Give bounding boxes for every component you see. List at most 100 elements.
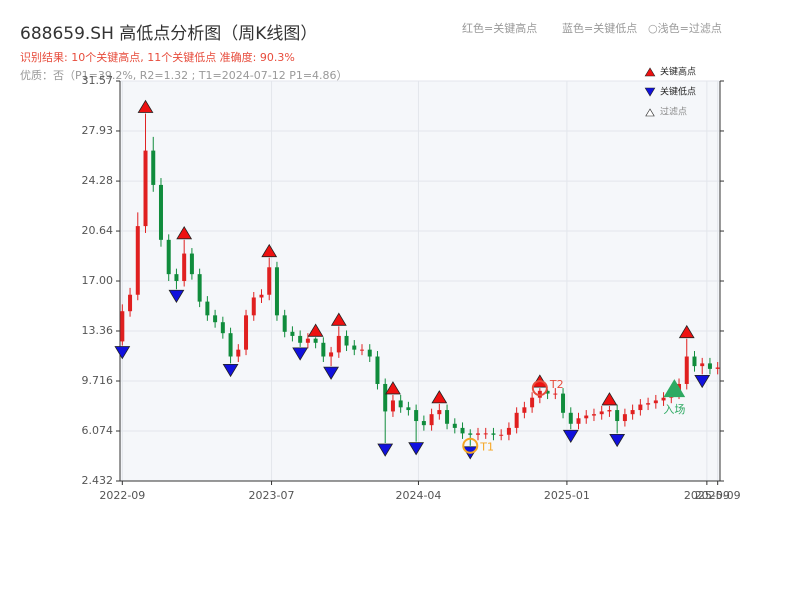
- candle-body: [205, 301, 210, 316]
- candle-body: [445, 410, 450, 424]
- candle-body: [452, 423, 457, 428]
- candle-body: [197, 274, 202, 302]
- candle-body: [584, 415, 589, 419]
- candle-body: [491, 433, 496, 435]
- header-legend: 红色=关键高点: [462, 21, 537, 35]
- candle-body: [305, 338, 310, 343]
- candle-body: [236, 349, 241, 357]
- y-tick-label: 6.074: [82, 424, 114, 437]
- key-low-marker: [168, 289, 185, 304]
- candle-body: [383, 383, 388, 412]
- candle-body: [158, 184, 163, 240]
- candle-body: [414, 410, 419, 422]
- y-tick-label: 13.36: [82, 324, 114, 337]
- key-high-marker: [176, 226, 193, 240]
- candle-body: [406, 407, 411, 411]
- x-tick-label: 2022-09: [99, 489, 145, 502]
- y-tick-label: 2.432: [82, 474, 114, 487]
- candle-body: [189, 253, 194, 275]
- header-legend: ○浅色=过滤点: [648, 21, 722, 35]
- candle-body: [135, 226, 140, 295]
- key-high-marker: [601, 392, 618, 406]
- candle-body: [429, 414, 434, 426]
- candle-body: [274, 267, 279, 316]
- key-low-marker: [377, 443, 394, 457]
- y-tick-label: 17.00: [82, 274, 114, 287]
- key-low-marker: [292, 347, 309, 361]
- candle-body: [607, 410, 612, 412]
- candle-body: [591, 414, 596, 416]
- key-low-marker: [694, 374, 711, 389]
- candle-body: [290, 331, 295, 336]
- candle-body: [561, 393, 566, 413]
- candle-body: [653, 400, 658, 404]
- candle-body: [344, 335, 349, 346]
- candle-body: [715, 367, 720, 369]
- candle-body: [506, 427, 511, 435]
- key-high-marker: [307, 323, 324, 337]
- y-tick-label: 20.64: [82, 224, 114, 237]
- candle-body: [646, 403, 651, 405]
- key-high-marker: [678, 324, 695, 339]
- candle-body: [483, 433, 488, 435]
- candle-body: [120, 311, 125, 342]
- candle-body: [390, 400, 395, 412]
- candle-body: [545, 390, 550, 394]
- candle-body: [128, 294, 133, 312]
- candle-body: [421, 421, 426, 426]
- candle-body: [321, 342, 326, 357]
- x-tick-label: 2023-07: [249, 489, 295, 502]
- candle-body: [615, 410, 620, 422]
- y-tick-label: 24.28: [82, 174, 114, 187]
- candle-body: [630, 410, 635, 415]
- key-low-marker: [114, 346, 131, 360]
- legend-marker: [645, 108, 655, 117]
- candle-body: [352, 345, 357, 350]
- candle-body: [460, 427, 465, 434]
- candle-body: [684, 356, 689, 384]
- candle-body: [599, 411, 604, 415]
- y-tick-label: 31.57: [82, 74, 114, 87]
- candle-body: [174, 274, 179, 282]
- candle-body: [375, 356, 380, 384]
- candle-body: [499, 434, 504, 436]
- candle-body: [151, 150, 156, 185]
- entry-marker: [663, 379, 686, 398]
- x-tick-label: 2025-01: [544, 489, 590, 502]
- candle-body: [298, 335, 303, 343]
- candle-body: [638, 404, 643, 411]
- candle-body: [267, 267, 272, 295]
- candle-body: [700, 363, 705, 367]
- chart-title: 688659.SH 高低点分析图（周K线图）: [20, 24, 317, 44]
- key-low-marker: [222, 363, 239, 378]
- legend-label: 关键高点: [660, 66, 696, 78]
- candle-body: [468, 433, 473, 435]
- subtitle: 识别结果: 10个关键高点, 11个关键低点 准确度: 90.3%: [20, 50, 295, 64]
- key-low-marker: [562, 429, 579, 444]
- y-tick-label: 27.93: [82, 124, 114, 137]
- candle-body: [661, 397, 666, 401]
- legend-marker: [644, 87, 656, 97]
- annotation-circle: [462, 437, 479, 454]
- candle-body: [213, 315, 218, 323]
- candle-body: [568, 412, 573, 424]
- header-legend: 蓝色=关键低点: [562, 21, 637, 35]
- annotation-label: 入场: [663, 402, 685, 416]
- candle-body: [244, 315, 249, 350]
- candle-body: [228, 333, 233, 357]
- candle-body: [522, 407, 527, 413]
- key-high-marker: [137, 99, 154, 113]
- candle-body: [437, 410, 442, 415]
- candle-body: [282, 315, 287, 332]
- candle-body: [251, 297, 256, 316]
- x-tick-label: 2025-09: [684, 489, 730, 502]
- key-high-marker: [385, 381, 401, 395]
- key-low-marker: [408, 442, 425, 456]
- candle-body: [622, 414, 627, 422]
- key-low-marker: [609, 433, 626, 448]
- candle-body: [514, 412, 519, 428]
- x-tick-label: 2025-09: [695, 489, 741, 502]
- candle-body: [692, 356, 697, 367]
- quality-note: 优质：否（P1=39.2%, R2=1.32 ; T1=2024-07-12 P…: [20, 69, 348, 82]
